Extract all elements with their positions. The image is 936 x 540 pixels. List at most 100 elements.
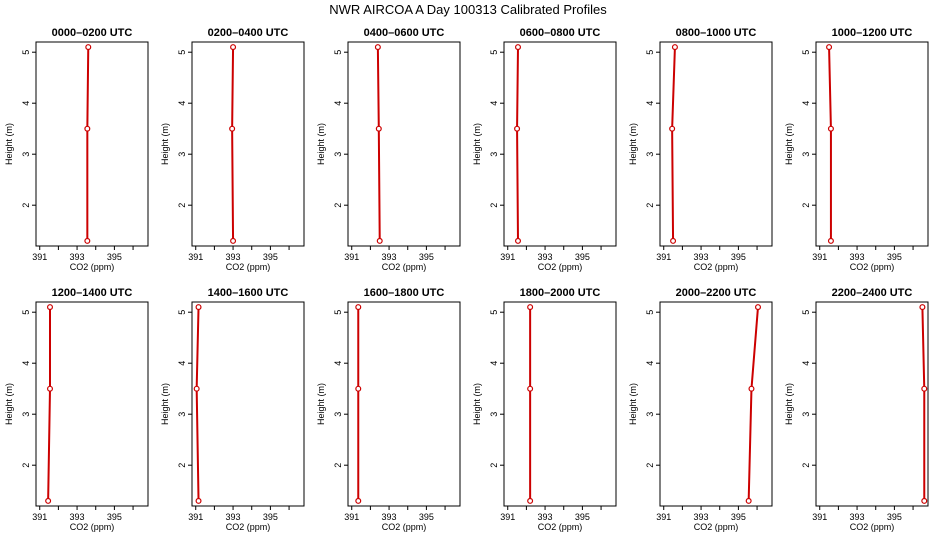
x-tick-label: 395 <box>731 512 746 522</box>
plot-frame <box>815 41 929 247</box>
plot-frame <box>191 301 305 507</box>
profile-panel: 0200–0400 UTC 391 393 395 2 3 4 5 CO2 (ppm) Heigh… <box>160 27 305 272</box>
profile-line <box>47 307 51 501</box>
x-tick-label: 395 <box>575 252 590 262</box>
x-tick-label: 395 <box>887 512 902 522</box>
plot-frame <box>35 41 149 247</box>
x-axis-label: CO2 (ppm) <box>382 522 427 532</box>
x-tick-label: 395 <box>419 512 434 522</box>
y-axis-label: Height (m) <box>160 123 170 165</box>
y-tick-label: 5 <box>645 310 655 315</box>
profile-point <box>669 125 676 132</box>
profile-panel: 1200–1400 UTC 391 393 395 2 3 4 5 CO2 (ppm) Heigh… <box>4 287 149 532</box>
panel-title: 1400–1600 UTC <box>208 287 289 299</box>
profile-line <box>921 307 926 501</box>
profile-point <box>355 385 362 392</box>
y-tick-label: 2 <box>645 463 655 468</box>
y-tick-label: 5 <box>177 50 187 55</box>
profile-line <box>828 47 832 241</box>
y-tick-label: 3 <box>489 152 499 157</box>
y-tick-label: 3 <box>489 412 499 417</box>
y-tick-label: 3 <box>645 152 655 157</box>
y-axis-label: Height (m) <box>784 123 794 165</box>
profile-point <box>355 497 362 504</box>
y-axis-label: Height (m) <box>628 383 638 425</box>
y-tick-label: 3 <box>177 412 187 417</box>
x-tick-label: 395 <box>887 252 902 262</box>
y-tick-label: 3 <box>333 152 343 157</box>
profile-line <box>86 47 90 241</box>
x-tick-label: 395 <box>419 252 434 262</box>
y-tick-label: 2 <box>333 463 343 468</box>
profile-line <box>671 47 676 241</box>
profile-point <box>670 237 677 244</box>
panel-title: 1800–2000 UTC <box>520 287 601 299</box>
profile-panel: 0400–0600 UTC 391 393 395 2 3 4 5 CO2 (ppm) Heigh… <box>316 27 461 272</box>
x-tick-label: 393 <box>850 252 865 262</box>
panel-title: 0000–0200 UTC <box>52 27 133 39</box>
profile-panel: 1000–1200 UTC 391 393 395 2 3 4 5 CO2 (ppm) Heigh… <box>784 27 929 272</box>
y-axis-label: Height (m) <box>4 383 14 425</box>
profile-point <box>195 497 202 504</box>
profile-point <box>84 237 91 244</box>
x-axis-label: CO2 (ppm) <box>70 522 115 532</box>
y-tick-label: 3 <box>645 412 655 417</box>
x-tick-label: 393 <box>382 512 397 522</box>
y-tick-label: 3 <box>21 152 31 157</box>
panel-title: 1200–1400 UTC <box>52 287 133 299</box>
x-tick-label: 393 <box>70 252 85 262</box>
x-tick-label: 395 <box>263 512 278 522</box>
x-tick-label: 393 <box>850 512 865 522</box>
plot-frame <box>35 301 149 507</box>
y-axis-label: Height (m) <box>316 383 326 425</box>
profile-panel: 0000–0200 UTC 391 393 395 2 3 4 5 CO2 (ppm) Heigh… <box>4 27 149 272</box>
profile-point <box>84 125 91 132</box>
y-tick-label: 4 <box>489 101 499 106</box>
y-tick-label: 4 <box>489 361 499 366</box>
x-tick-label: 391 <box>812 252 827 262</box>
y-axis-label: Height (m) <box>4 123 14 165</box>
plot-frame <box>815 301 929 507</box>
x-tick-label: 393 <box>226 512 241 522</box>
x-tick-label: 391 <box>656 252 671 262</box>
y-tick-label: 4 <box>21 101 31 106</box>
profile-panel: 0800–1000 UTC 391 393 395 2 3 4 5 CO2 (ppm) Heigh… <box>628 27 773 272</box>
profile-point <box>230 44 237 51</box>
x-tick-label: 393 <box>694 252 709 262</box>
profile-panel: 1600–1800 UTC 391 393 395 2 3 4 5 CO2 (ppm) Heigh… <box>316 287 461 532</box>
y-tick-label: 3 <box>21 412 31 417</box>
y-tick-label: 5 <box>801 310 811 315</box>
y-axis-label: Height (m) <box>784 383 794 425</box>
plot-frame <box>191 41 305 247</box>
profile-point <box>826 44 833 51</box>
x-axis-label: CO2 (ppm) <box>694 262 739 272</box>
panel-title: 0400–0600 UTC <box>364 27 445 39</box>
profile-line <box>376 47 381 241</box>
profile-point <box>46 385 53 392</box>
x-tick-label: 393 <box>70 512 85 522</box>
profile-point <box>85 44 92 51</box>
y-tick-label: 2 <box>801 463 811 468</box>
profile-point <box>229 125 236 132</box>
x-axis-label: CO2 (ppm) <box>538 522 583 532</box>
x-tick-label: 393 <box>538 252 553 262</box>
y-axis-label: Height (m) <box>628 123 638 165</box>
x-tick-label: 395 <box>731 252 746 262</box>
profile-point <box>921 497 928 504</box>
profile-panel: 2000–2200 UTC 391 393 395 2 3 4 5 CO2 (ppm) Heigh… <box>628 287 773 532</box>
y-tick-label: 5 <box>177 310 187 315</box>
y-tick-label: 2 <box>177 203 187 208</box>
x-axis-label: CO2 (ppm) <box>226 522 271 532</box>
y-tick-label: 5 <box>333 50 343 55</box>
profile-panel: 1800–2000 UTC 391 393 395 2 3 4 5 CO2 (ppm) Heigh… <box>472 287 617 532</box>
profile-point <box>921 385 928 392</box>
profile-point <box>374 44 381 51</box>
x-tick-label: 391 <box>188 512 203 522</box>
y-tick-label: 4 <box>801 101 811 106</box>
plot-frame <box>503 41 617 247</box>
x-tick-label: 395 <box>107 252 122 262</box>
profile-point <box>827 125 834 132</box>
y-tick-label: 4 <box>177 361 187 366</box>
profile-point <box>514 125 521 132</box>
x-tick-label: 391 <box>188 252 203 262</box>
